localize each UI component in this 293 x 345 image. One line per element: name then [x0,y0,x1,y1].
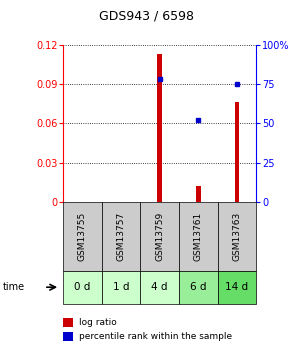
Text: 4 d: 4 d [151,282,168,292]
Text: log ratio: log ratio [79,318,117,327]
Text: 0 d: 0 d [74,282,91,292]
Text: GSM13755: GSM13755 [78,212,87,261]
Text: GSM13761: GSM13761 [194,212,203,261]
Text: 1 d: 1 d [113,282,129,292]
Text: time: time [3,282,25,292]
Text: 6 d: 6 d [190,282,207,292]
Text: GDS943 / 6598: GDS943 / 6598 [99,9,194,22]
Text: GSM13759: GSM13759 [155,212,164,261]
Text: GSM13763: GSM13763 [233,212,241,261]
Text: GSM13757: GSM13757 [117,212,125,261]
Bar [157,54,162,202]
Text: percentile rank within the sample: percentile rank within the sample [79,332,232,341]
Bar [235,102,239,202]
Text: 14 d: 14 d [226,282,248,292]
Bar [196,186,201,202]
